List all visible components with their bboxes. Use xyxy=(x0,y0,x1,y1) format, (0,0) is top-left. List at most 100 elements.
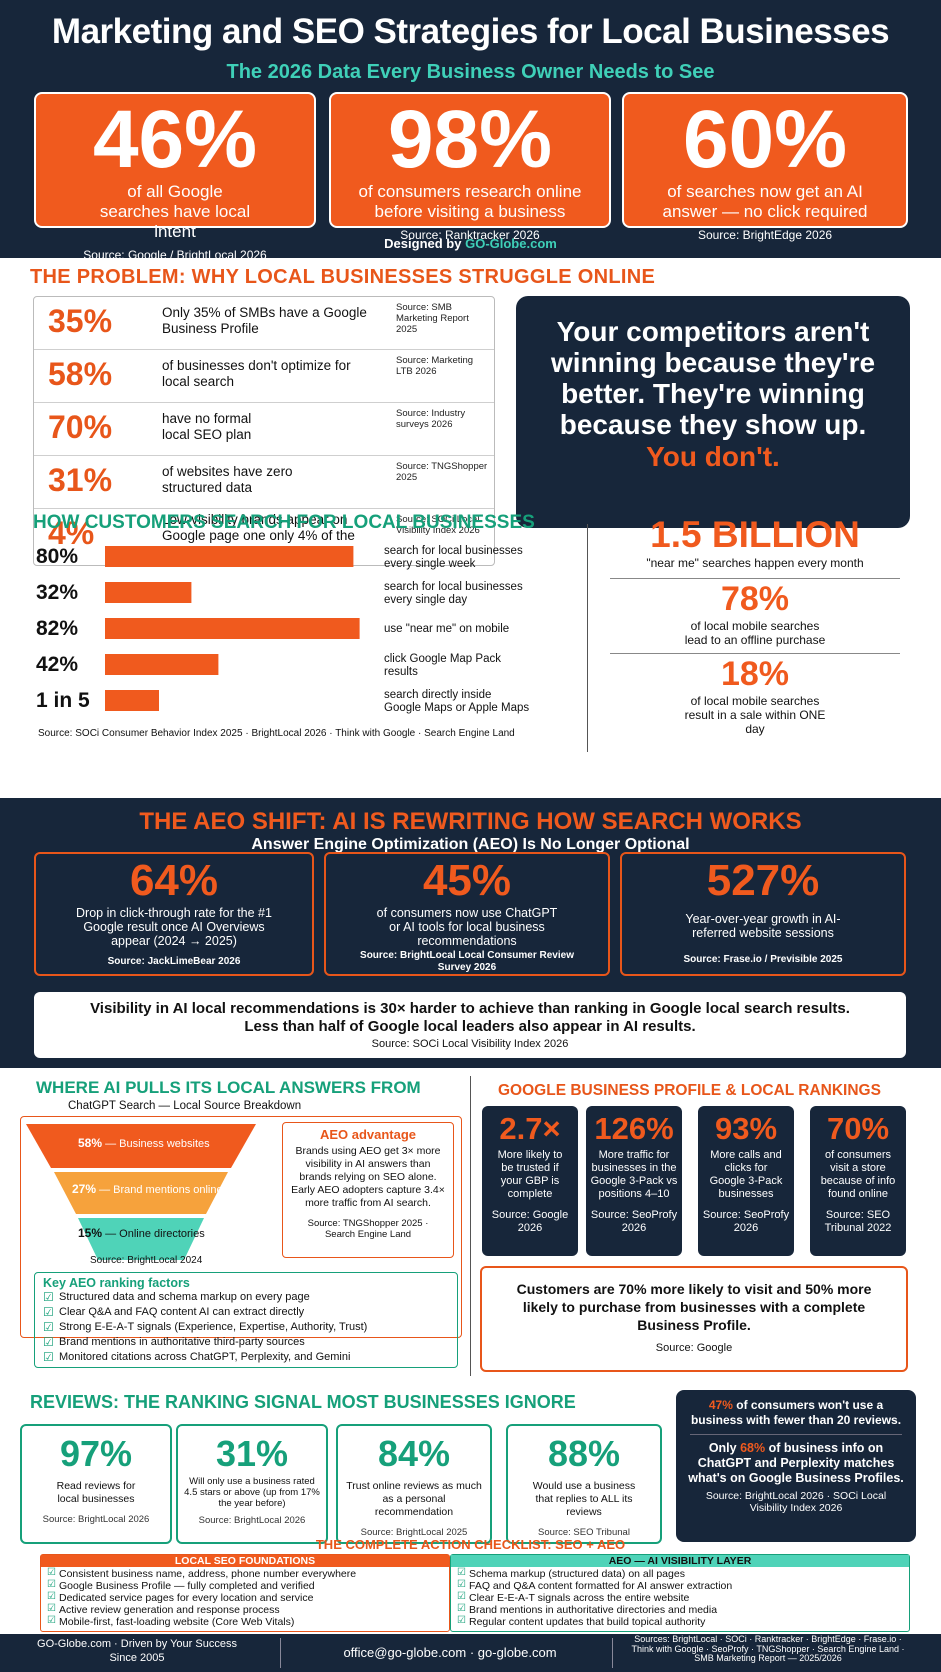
search-source: Source: SOCi Consumer Behavior Index 202… xyxy=(38,728,515,739)
bar-category: search directly inside Google Maps or App… xyxy=(384,689,529,714)
funnel-text: — Business websites xyxy=(105,1138,210,1150)
where-subheading: ChatGPT Search — Local Source Breakdown xyxy=(68,1100,302,1112)
brand-link[interactable]: GO-Globe.com xyxy=(465,236,557,251)
problem-table: 35% Only 35% of SMBs have a Google Busine… xyxy=(33,296,495,566)
where-heading: WHERE AI PULLS ITS LOCAL ANSWERS FROM xyxy=(36,1078,421,1097)
review-card: 31% Will only use a business rated 4.5 s… xyxy=(176,1424,328,1544)
funnel-label: 27% — Brand mentions online xyxy=(72,1182,223,1196)
bar-label: 32% xyxy=(36,581,78,604)
bar xyxy=(105,546,354,567)
stat-card: 60% of searches now get an AI answer — n… xyxy=(622,92,908,242)
aeo-value: 64% xyxy=(129,856,219,905)
checklist-right-list: Schema markup (structured data) on all p… xyxy=(451,1567,909,1629)
review-text: Would use a business that replies to ALL… xyxy=(532,1480,636,1518)
aeo-banner-text: Visibility in AI local recommendations i… xyxy=(90,1000,850,1035)
aeo-subheading: Answer Engine Optimization (AEO) Is No L… xyxy=(251,836,690,853)
review-source: Source: BrightLocal 2026 xyxy=(42,1514,150,1525)
review-source: Source: BrightLocal 2025 xyxy=(360,1527,468,1538)
checklist-item: Consistent business name, address, phone… xyxy=(47,1567,443,1580)
checklist-item: Schema markup (structured data) on all p… xyxy=(457,1567,903,1580)
stat-source: Source: BrightEdge 2026 xyxy=(697,228,833,242)
side-stat-value: 1.5 BILLION xyxy=(650,514,860,555)
gbp-text: More likely to be trusted if your GBP is… xyxy=(497,1149,563,1200)
problem-source: Source: Marketing LTB 2026 xyxy=(396,355,474,377)
aeo-banner-source: Source: SOCi Local Visibility Index 2026 xyxy=(371,1038,569,1050)
review-value: 84% xyxy=(377,1433,451,1474)
bar xyxy=(105,690,159,711)
search-heading: HOW CUSTOMERS SEARCH FOR LOCAL BUSINESSE… xyxy=(33,512,535,533)
designed-label: Designed by xyxy=(384,236,466,251)
problem-text: of businesses don't optimize for local s… xyxy=(162,358,351,389)
bar-label: 82% xyxy=(36,617,78,640)
gbp-text: of consumers visit a store because of in… xyxy=(820,1149,896,1200)
aeo-advantage-text: Brands using AEO get 3× more visibility … xyxy=(291,1145,445,1209)
reviews-side-only: Only xyxy=(708,1441,741,1455)
footer-divider xyxy=(280,1638,281,1668)
reviews-heading: REVIEWS: THE RANKING SIGNAL MOST BUSINES… xyxy=(30,1392,576,1412)
funnel-text: — Brand mentions online xyxy=(99,1184,223,1196)
stat-card: 46% of all Google searches have local in… xyxy=(34,92,316,262)
funnel-pct: 58% xyxy=(78,1136,103,1150)
checklist-left-title: LOCAL SEO FOUNDATIONS xyxy=(41,1555,449,1567)
aeo-value: 45% xyxy=(422,856,512,905)
review-card: 84% Trust online reviews as much as a pe… xyxy=(336,1424,492,1544)
stat-text: of all Google searches have local intent xyxy=(99,182,251,241)
side-stat-text: of local mobile searches lead to an offl… xyxy=(684,619,826,647)
side-stats: 1.5 BILLION "near me" searches happen ev… xyxy=(600,514,910,736)
reviews-side-pct2: 68% xyxy=(740,1441,766,1455)
reviews-side-text: of consumers won't use a business with f… xyxy=(690,1398,902,1427)
checklist-item: Dedicated service pages for every locati… xyxy=(47,1591,443,1604)
review-value: 88% xyxy=(547,1433,621,1474)
aeo-card: 527% Year-over-year growth in AI-referre… xyxy=(620,852,906,976)
aeo-text: Drop in click-through rate for the #1 Go… xyxy=(76,906,272,948)
review-card: 97% Read reviews for local businesses So… xyxy=(20,1424,172,1544)
gbp-value: 2.7× xyxy=(499,1111,561,1146)
aeo-heading: THE AEO SHIFT: AI IS REWRITING HOW SEARC… xyxy=(139,808,802,835)
gbp-heading: GOOGLE BUSINESS PROFILE & LOCAL RANKINGS xyxy=(498,1082,881,1099)
stat-text: of searches now get an AI answer — no cl… xyxy=(662,182,868,221)
bar-category: click Google Map Pack results xyxy=(384,653,501,678)
problem-row: 58% of businesses don't optimize for loca… xyxy=(34,350,494,403)
factors-title: Key AEO ranking factors xyxy=(43,1276,190,1290)
side-stat-text: of local mobile searches result in a sal… xyxy=(684,694,826,736)
checklist-heading: THE COMPLETE ACTION CHECKLIST: SEO + AEO xyxy=(315,1537,626,1552)
aeo-advantage-box: AEO advantage Brands using AEO get 3× mo… xyxy=(282,1122,454,1258)
gbp-value: 126% xyxy=(594,1111,674,1146)
funnel-tier-mentions xyxy=(54,1172,228,1214)
funnel-source: Source: BrightLocal 2024 xyxy=(90,1255,203,1266)
problem-row: 70% have no formal local SEO plan Source: … xyxy=(34,403,494,456)
checklist-item: Active review generation and response pr… xyxy=(47,1603,443,1616)
divider xyxy=(610,578,900,579)
problem-source: Source: SMB Marketing Report 2025 xyxy=(396,302,469,335)
problem-text: Low-visibility brands appear on Google p… xyxy=(162,512,355,559)
bar xyxy=(105,654,219,675)
gbp-card: 126% More traffic for businesses in the … xyxy=(586,1106,682,1256)
funnel-chart xyxy=(26,1124,256,1260)
review-value: 97% xyxy=(59,1433,133,1474)
divider xyxy=(470,1076,471,1376)
reviews-side-source: Source: BrightLocal 2026 · SOCi Local Vi… xyxy=(705,1490,887,1514)
aeo-card: 45% of consumers now use ChatGPT or AI t… xyxy=(324,852,610,976)
gbp-note-source: Source: Google xyxy=(655,1342,733,1354)
review-source: Source: BrightLocal 2026 xyxy=(198,1515,306,1526)
stat-value: 60% xyxy=(682,94,848,185)
problem-pct: 35% xyxy=(48,303,113,339)
funnel-label: 15% — Online directories xyxy=(78,1226,205,1240)
gbp-card: 2.7× More likely to be trusted if your G… xyxy=(482,1106,578,1256)
checklist-right: AEO — AI VISIBILITY LAYER Schema markup … xyxy=(450,1554,910,1632)
problem-pct: 70% xyxy=(48,409,113,445)
aeo-text: of consumers now use ChatGPT or AI tools… xyxy=(376,906,558,948)
funnel-pct: 15% xyxy=(78,1226,103,1240)
review-text: Will only use a business rated 4.5 stars… xyxy=(184,1476,320,1509)
gbp-text: More traffic for businesses in the Googl… xyxy=(590,1149,678,1200)
aeo-source: Source: JackLimeBear 2026 xyxy=(107,956,241,967)
checklist-item: Google Business Profile — fully complete… xyxy=(47,1579,443,1592)
footer-divider xyxy=(612,1638,613,1668)
footer-contact[interactable]: office@go-globe.com · go-globe.com xyxy=(343,1645,557,1660)
gbp-card: 93% More calls and clicks for Google 3-P… xyxy=(698,1106,794,1256)
funnel-tier-websites xyxy=(26,1124,256,1168)
divider xyxy=(690,1434,902,1435)
checklist-item: Regular content updates that build topic… xyxy=(457,1615,903,1628)
side-stat-value: 18% xyxy=(720,655,790,693)
problem-section: THE PROBLEM: WHY LOCAL BUSINESSES STRUGG… xyxy=(0,258,941,798)
